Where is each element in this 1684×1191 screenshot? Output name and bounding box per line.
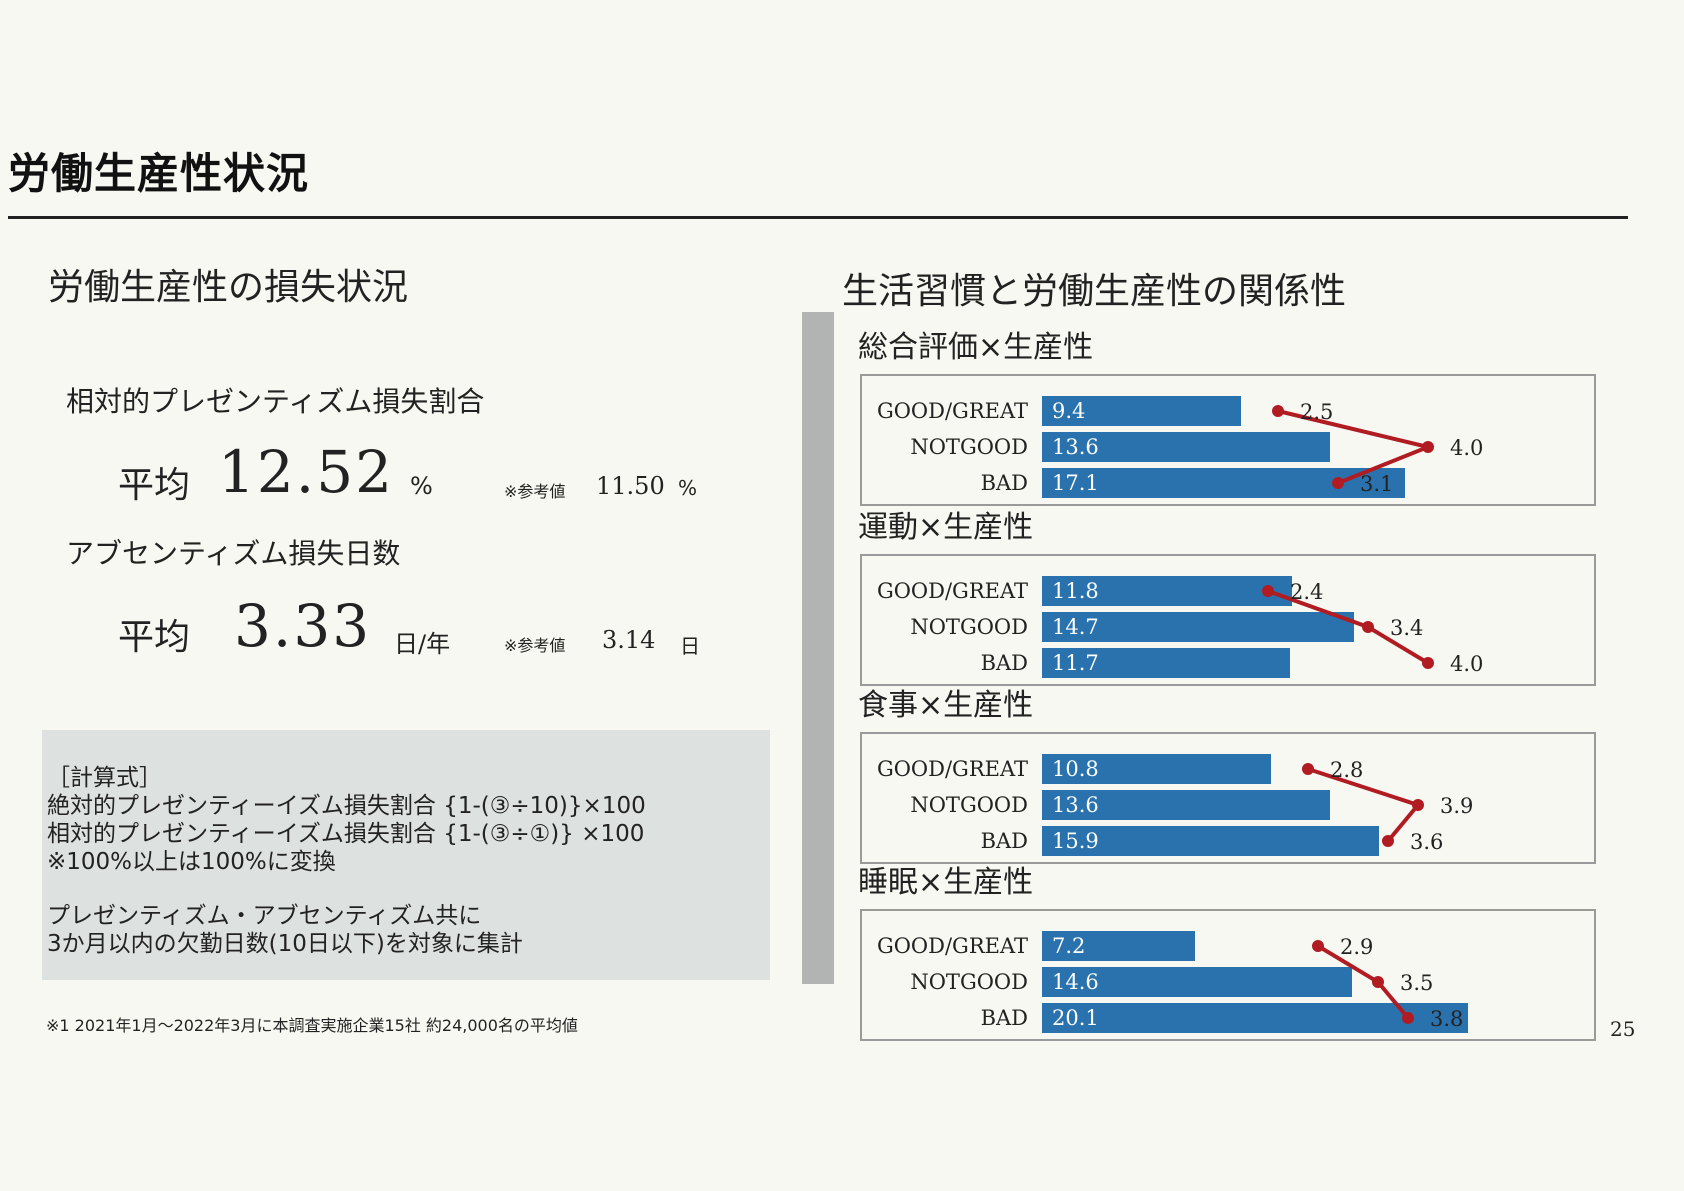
bar: 11.8: [1042, 576, 1293, 606]
bar: 13.6: [1042, 432, 1331, 462]
chart-title: 総合評価×生産性: [858, 330, 1094, 365]
formula-line: ※100%以上は100%に変換: [47, 849, 336, 875]
category-label: GOOD/GREAT: [876, 757, 1028, 781]
category-label: NOTGOOD: [910, 970, 1028, 994]
bar-value-label: 11.8: [1052, 579, 1099, 603]
bar: 10.8: [1042, 754, 1271, 784]
accent-bar: [802, 312, 834, 984]
left-section-heading: 労働生産性の損失状況: [48, 267, 409, 308]
presenteeism-value: 12.52: [218, 438, 395, 506]
formula-panel: ［計算式］ 絶対的プレゼンティーイズム損失割合 {1-(③÷10)}×100 相…: [42, 730, 770, 980]
absenteeism-value: 3.33: [234, 592, 372, 660]
category-label: BAD: [980, 1006, 1028, 1030]
bar: 7.2: [1042, 931, 1195, 961]
absenteeism-label: アブセンティズム損失日数: [66, 537, 401, 570]
bar-value-label: 14.7: [1052, 615, 1099, 639]
chart-title: 睡眠×生産性: [858, 865, 1034, 900]
bar: 11.7: [1042, 648, 1291, 678]
category-label: GOOD/GREAT: [876, 934, 1028, 958]
page-number: 25: [1610, 1017, 1636, 1041]
bar: 9.4: [1042, 396, 1242, 426]
formula-line: ［計算式］: [47, 765, 162, 791]
presenteeism-ref-note: ※参考値: [504, 482, 566, 501]
bar-value-label: 10.8: [1052, 757, 1099, 781]
category-label: GOOD/GREAT: [876, 399, 1028, 423]
bar-value-label: 13.6: [1052, 435, 1099, 459]
bar: 14.7: [1042, 612, 1354, 642]
chart-title: 食事×生産性: [858, 688, 1034, 723]
bar: 20.1: [1042, 1003, 1469, 1033]
page-title: 労働生産性状況: [8, 149, 310, 198]
absenteeism-ref-value: 3.14: [602, 626, 656, 654]
presenteeism-ref-unit: %: [678, 476, 698, 500]
bar: 14.6: [1042, 967, 1352, 997]
right-section-heading: 生活習慣と労働生産性の関係性: [842, 271, 1347, 312]
presenteeism-ref-value: 11.50: [596, 472, 665, 500]
bar: 13.6: [1042, 790, 1331, 820]
bar-value-label: 13.6: [1052, 793, 1099, 817]
formula-line: 絶対的プレゼンティーイズム損失割合 {1-(③÷10)}×100: [47, 793, 646, 819]
bar: 17.1: [1042, 468, 1405, 498]
category-label: BAD: [980, 829, 1028, 853]
category-label: BAD: [980, 471, 1028, 495]
presenteeism-label: 相対的プレゼンティズム損失割合: [66, 385, 485, 418]
bar-value-label: 7.2: [1052, 934, 1086, 958]
formula-line: 相対的プレゼンティーイズム損失割合 {1-(③÷①)} ×100: [47, 821, 645, 847]
presenteeism-unit: %: [410, 472, 433, 500]
category-label: NOTGOOD: [910, 615, 1028, 639]
bar-value-label: 20.1: [1052, 1006, 1099, 1030]
category-label: NOTGOOD: [910, 793, 1028, 817]
absenteeism-ref-unit: 日: [680, 634, 700, 658]
category-label: GOOD/GREAT: [876, 579, 1028, 603]
footnote: ※1 2021年1月～2022年3月に本調査実施企業15社 約24,000名の平…: [46, 1016, 578, 1035]
bar: 15.9: [1042, 826, 1380, 856]
presenteeism-avg-label: 平均: [118, 465, 191, 506]
bar-value-label: 15.9: [1052, 829, 1099, 853]
absenteeism-unit: 日/年: [394, 630, 451, 658]
absenteeism-ref-note: ※参考値: [504, 636, 566, 655]
chart-title: 運動×生産性: [858, 510, 1034, 545]
bar-value-label: 17.1: [1052, 471, 1099, 495]
category-label: NOTGOOD: [910, 435, 1028, 459]
formula-line: 3か月以内の欠勤日数(10日以下)を対象に集計: [47, 931, 523, 957]
bar-value-label: 11.7: [1052, 651, 1099, 675]
title-divider: [8, 216, 1628, 219]
category-label: BAD: [980, 651, 1028, 675]
absenteeism-avg-label: 平均: [118, 617, 191, 658]
bar-value-label: 14.6: [1052, 970, 1099, 994]
bar-value-label: 9.4: [1052, 399, 1086, 423]
formula-line: プレゼンティズム・アブセンティズム共に: [47, 903, 482, 929]
